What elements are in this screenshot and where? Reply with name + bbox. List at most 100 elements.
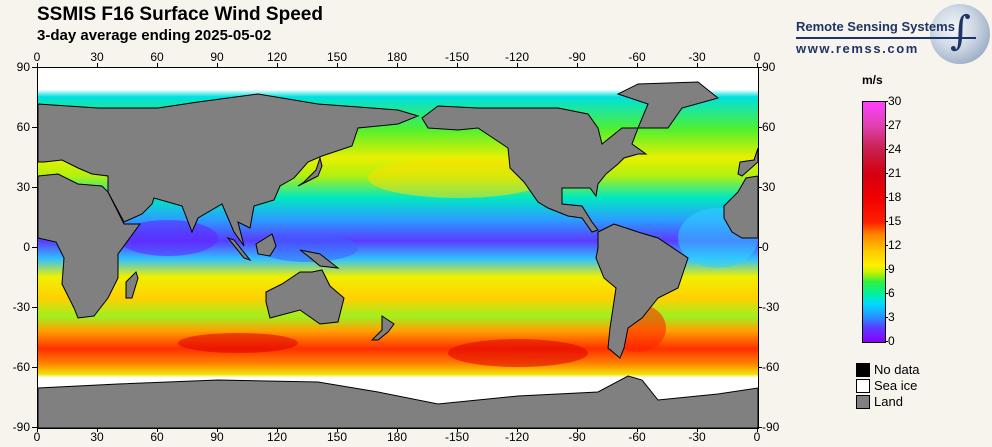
land-masses (38, 81, 758, 428)
legend-swatch (856, 362, 870, 377)
colorbar-tick (885, 269, 888, 270)
lon-label-top: 120 (266, 50, 288, 64)
lat-tick (758, 247, 762, 248)
legend-label: Land (874, 394, 903, 409)
lat-tick (32, 187, 37, 188)
colorbar-label: 24 (888, 142, 902, 156)
colorbar (862, 101, 886, 343)
lon-label-bottom: -90 (568, 430, 586, 444)
legend-swatch (856, 378, 870, 393)
lon-tick (637, 63, 638, 67)
lon-label-top: 180 (386, 50, 408, 64)
colorbar-label: 6 (888, 286, 895, 300)
lon-label-bottom: 0 (33, 430, 41, 444)
lon-tick (517, 428, 518, 432)
legend-item: Land (856, 394, 903, 409)
land-eurasia (38, 93, 420, 247)
colorbar-tick (885, 317, 888, 318)
lat-label-left: 60 (16, 120, 30, 134)
colorbar-label: 21 (888, 166, 902, 180)
lon-tick (97, 428, 98, 432)
lon-tick (757, 428, 758, 432)
lon-tick (277, 63, 278, 67)
land-madagascar (125, 271, 139, 299)
colorbar-tick (885, 341, 888, 342)
lon-tick (157, 63, 158, 67)
map-title: SSMIS F16 Surface Wind Speed (37, 4, 323, 25)
lon-tick (337, 428, 338, 432)
lon-tick (157, 428, 158, 432)
lon-label-top: -150 (444, 50, 470, 64)
lat-tick (758, 67, 762, 68)
lon-tick (337, 63, 338, 67)
lon-label-bottom: 60 (150, 430, 164, 444)
land-borneo (255, 233, 277, 257)
lon-label-bottom: -120 (504, 430, 530, 444)
lon-label-top: 150 (326, 50, 348, 64)
lon-label-bottom: 30 (90, 430, 104, 444)
lat-label-right: 0 (762, 240, 769, 254)
logo-url[interactable]: www.remss.com (796, 41, 919, 56)
lat-label-left: -90 (12, 420, 30, 434)
lon-label-top: 30 (90, 50, 104, 64)
map-subtitle: 3-day average ending 2025-05-02 (37, 27, 272, 44)
lon-tick (97, 63, 98, 67)
colorbar-label: 18 (888, 190, 902, 204)
lon-label-top: 0 (753, 50, 761, 64)
lon-tick (397, 428, 398, 432)
lon-tick (577, 428, 578, 432)
colorbar-tick (885, 173, 888, 174)
lat-tick (32, 67, 37, 68)
colorbar-label: 27 (888, 118, 902, 132)
lon-label-top: -120 (504, 50, 530, 64)
lon-tick (457, 428, 458, 432)
land-new-zealand (370, 315, 395, 341)
lat-tick (32, 127, 37, 128)
legend-swatch (856, 394, 870, 409)
colorbar-tick (885, 245, 888, 246)
integral-icon: ∫ (950, 8, 971, 54)
remss-logo[interactable]: ∫ Remote Sensing Systems www.remss.com (790, 4, 990, 64)
lon-label-top: 60 (150, 50, 164, 64)
land-greenland (616, 81, 720, 129)
legend-label: No data (874, 362, 920, 377)
lon-label-bottom: 120 (266, 430, 288, 444)
logo-divider (796, 37, 976, 39)
lon-label-bottom: 150 (326, 430, 348, 444)
lat-label-right: 60 (762, 120, 776, 134)
land-new-guinea (299, 249, 340, 269)
colorbar-label: 3 (888, 310, 895, 324)
lon-label-top: 0 (33, 50, 41, 64)
colorbar-tick (885, 221, 888, 222)
land-south-america (595, 223, 689, 359)
lat-label-right: 30 (762, 180, 776, 194)
lat-label-right: -30 (762, 300, 780, 314)
lon-label-top: -30 (688, 50, 706, 64)
lat-tick (758, 427, 762, 428)
land-antarctica (38, 375, 758, 428)
colorbar-label: 30 (888, 94, 902, 108)
lon-label-top: 90 (210, 50, 224, 64)
lat-label-left: 0 (23, 240, 30, 254)
legend-label: Sea ice (874, 378, 918, 393)
lat-tick (32, 247, 37, 248)
legend-item: Sea ice (856, 378, 917, 393)
wind-anomaly-blobs (118, 158, 758, 367)
lat-tick (32, 307, 37, 308)
lat-label-right: -90 (762, 420, 780, 434)
land-australia (265, 269, 345, 325)
lon-label-bottom: 90 (210, 430, 224, 444)
lon-label-top: -90 (568, 50, 586, 64)
lat-tick (758, 187, 762, 188)
lon-tick (217, 428, 218, 432)
lon-tick (637, 428, 638, 432)
lon-label-bottom: 0 (753, 430, 761, 444)
colorbar-unit: m/s (862, 73, 883, 87)
lon-tick (37, 428, 38, 432)
lon-label-bottom: -30 (688, 430, 706, 444)
lon-tick (457, 63, 458, 67)
colorbar-label: 15 (888, 214, 902, 228)
lon-label-top: -60 (628, 50, 646, 64)
lat-tick (758, 307, 762, 308)
